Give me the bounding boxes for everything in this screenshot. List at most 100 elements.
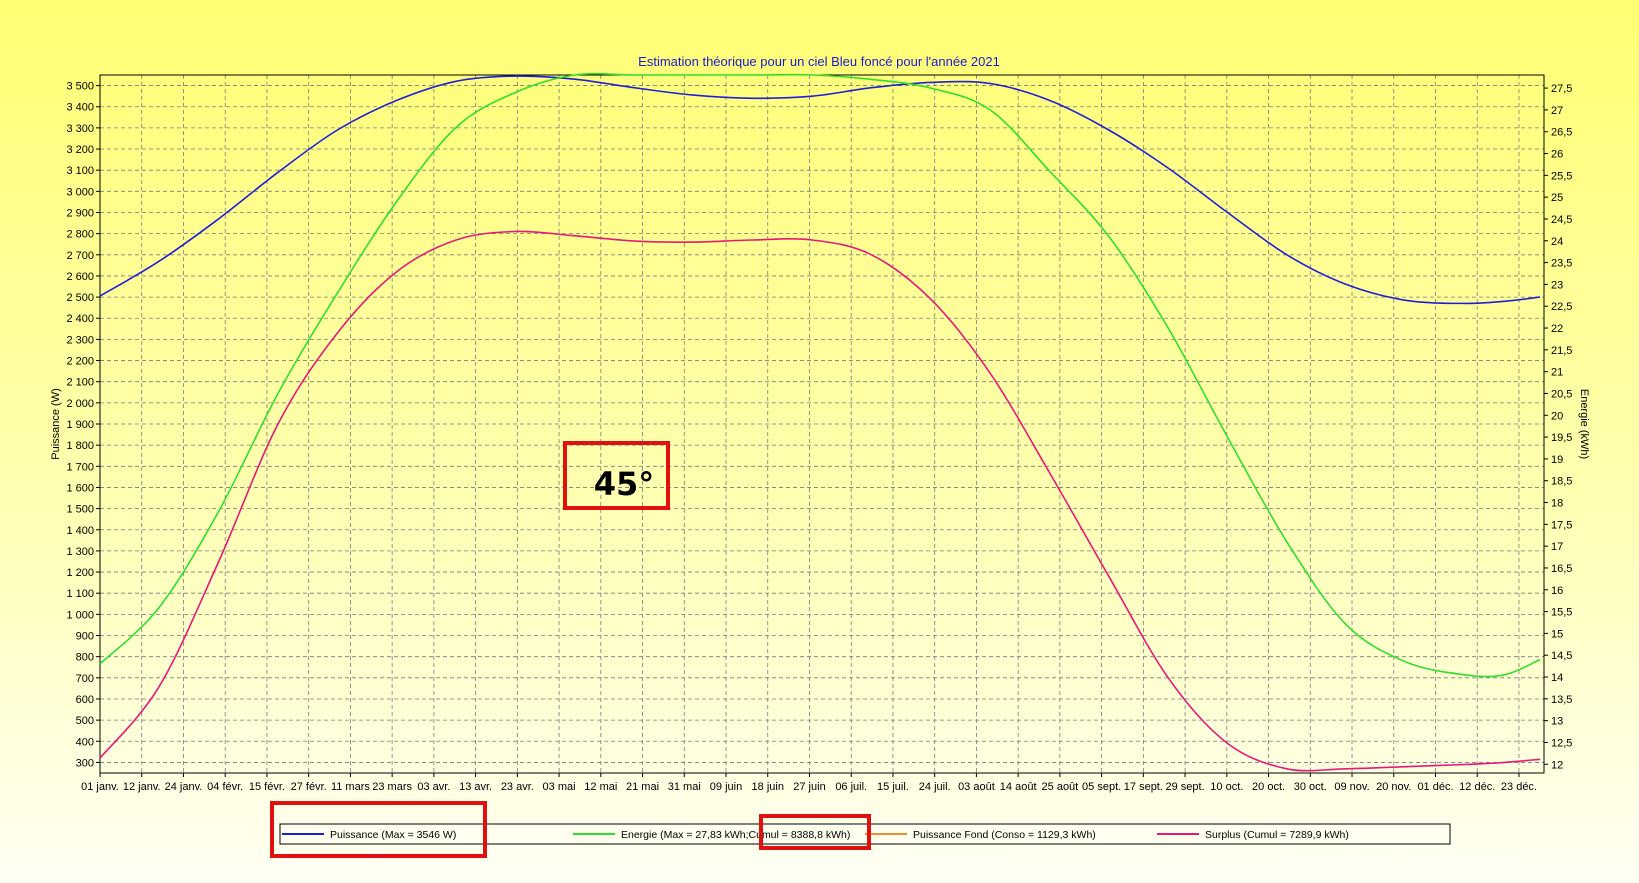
series-line-3 xyxy=(99,230,1541,772)
left-tick-label: 1 500 xyxy=(66,504,94,516)
x-tick-label: 15 févr. xyxy=(249,781,285,793)
x-tick-label: 01 janv. xyxy=(81,781,119,793)
left-tick-label: 3 500 xyxy=(66,81,94,93)
x-tick-label: 03 mai xyxy=(543,781,576,793)
right-tick-label: 16,5 xyxy=(1551,563,1572,575)
left-tick-label: 3 000 xyxy=(66,186,94,198)
left-tick-label: 2 800 xyxy=(66,229,94,241)
left-tick-label: 700 xyxy=(76,673,94,685)
x-tick-label: 30 oct. xyxy=(1294,781,1327,793)
legend-highlight-cumul xyxy=(759,814,871,850)
x-tick-label: 20 nov. xyxy=(1376,781,1411,793)
right-tick-label: 21,5 xyxy=(1551,345,1572,357)
right-tick-label: 23,5 xyxy=(1551,258,1572,270)
right-tick-label: 26 xyxy=(1551,149,1563,161)
left-tick-label: 1 600 xyxy=(66,482,94,494)
right-tick-label: 16 xyxy=(1551,585,1563,597)
right-tick-label: 22 xyxy=(1551,323,1563,335)
annotation-box xyxy=(563,441,670,510)
series-line-1 xyxy=(99,72,1541,678)
x-tick-label: 29 sept. xyxy=(1166,781,1205,793)
x-tick-label: 23 avr. xyxy=(501,781,534,793)
right-tick-label: 17,5 xyxy=(1551,519,1572,531)
right-tick-label: 21 xyxy=(1551,367,1563,379)
left-tick-label: 3 200 xyxy=(66,144,94,156)
left-tick-label: 1 800 xyxy=(66,440,94,452)
series-line-0 xyxy=(99,75,1541,305)
right-tick-label: 15,5 xyxy=(1551,607,1572,619)
annotation-text: 45° xyxy=(594,465,655,503)
right-tick-label: 27 xyxy=(1551,105,1563,117)
legend-label-3: Surplus (Cumul = 7289,9 kWh) xyxy=(1205,829,1349,841)
right-tick-label: 15 xyxy=(1551,628,1563,640)
x-tick-label: 09 nov. xyxy=(1334,781,1369,793)
left-axis-ticks: 3 500 3 400 3 300 3 200 3 100 3 000 2 900 2 800… xyxy=(66,81,100,769)
right-tick-label: 22,5 xyxy=(1551,301,1572,313)
x-tick-label: 27 févr. xyxy=(291,781,327,793)
right-tick-label: 23 xyxy=(1551,279,1563,291)
legend-label-0: Puissance (Max = 3546 W) xyxy=(330,829,456,841)
x-tick-label: 11 mars xyxy=(331,781,370,793)
right-tick-label: 14,5 xyxy=(1551,650,1572,662)
x-tick-label: 03 avr. xyxy=(417,781,450,793)
legend-label-1: Energie (Max = 27,83 kWh;Cumul = 8388,8 … xyxy=(621,829,850,841)
x-axis-ticks: 01 janv. 12 janv. 24 janv. 04 févr. 15 févr.… xyxy=(81,773,1537,793)
x-tick-label: 12 mai xyxy=(584,781,617,793)
right-tick-label: 25,5 xyxy=(1551,170,1572,182)
right-axis-ticks: 27,5 27 26,5 26 25,5 25 24,5 24 23,5 23 22,5 22 21,5… xyxy=(1544,83,1572,771)
x-tick-label: 03 août xyxy=(958,781,995,793)
right-tick-label: 17 xyxy=(1551,541,1563,553)
x-tick-label: 23 déc. xyxy=(1501,781,1537,793)
x-tick-label: 12 déc. xyxy=(1459,781,1495,793)
x-tick-label: 24 janv. xyxy=(165,781,203,793)
x-tick-label: 10 oct. xyxy=(1210,781,1243,793)
series-group xyxy=(99,72,1541,772)
right-tick-label: 24 xyxy=(1551,236,1563,248)
x-tick-label: 17 sept. xyxy=(1124,781,1163,793)
left-tick-label: 1 100 xyxy=(66,588,94,600)
x-tick-label: 06 juil. xyxy=(835,781,867,793)
x-tick-label: 15 juil. xyxy=(877,781,909,793)
legend: Puissance (Max = 3546 W) Energie (Max = 2… xyxy=(282,829,1349,841)
right-tick-label: 27,5 xyxy=(1551,83,1572,95)
x-tick-label: 13 avr. xyxy=(459,781,492,793)
left-tick-label: 1 900 xyxy=(66,419,94,431)
right-tick-label: 12,5 xyxy=(1551,737,1572,749)
right-tick-label: 24,5 xyxy=(1551,214,1572,226)
left-tick-label: 2 100 xyxy=(66,377,94,389)
left-tick-label: 800 xyxy=(76,652,94,664)
left-tick-label: 3 400 xyxy=(66,102,94,114)
right-tick-label: 18 xyxy=(1551,498,1563,510)
right-tick-label: 25 xyxy=(1551,192,1563,204)
left-tick-label: 2 600 xyxy=(66,271,94,283)
x-tick-label: 12 janv. xyxy=(123,781,161,793)
left-tick-label: 3 100 xyxy=(66,165,94,177)
right-tick-label: 20,5 xyxy=(1551,388,1572,400)
x-tick-label: 21 mai xyxy=(626,781,659,793)
x-tick-label: 23 mars xyxy=(372,781,412,793)
x-tick-label: 14 août xyxy=(1000,781,1037,793)
left-tick-label: 1 200 xyxy=(66,567,94,579)
right-tick-label: 20 xyxy=(1551,410,1563,422)
left-axis-label: Puissance (W) xyxy=(50,388,62,460)
x-tick-label: 09 juin xyxy=(710,781,742,793)
right-tick-label: 26,5 xyxy=(1551,127,1572,139)
left-tick-label: 300 xyxy=(76,757,94,769)
left-tick-label: 1 400 xyxy=(66,525,94,537)
right-tick-label: 18,5 xyxy=(1551,476,1572,488)
left-tick-label: 1 300 xyxy=(66,546,94,558)
right-tick-label: 14 xyxy=(1551,672,1563,684)
x-tick-label: 01 déc. xyxy=(1417,781,1453,793)
left-tick-label: 3 300 xyxy=(66,123,94,135)
right-tick-label: 12 xyxy=(1551,759,1563,771)
x-tick-label: 27 juin xyxy=(793,781,825,793)
x-tick-label: 05 sept. xyxy=(1082,781,1121,793)
left-tick-label: 2 000 xyxy=(66,398,94,410)
grid xyxy=(99,75,1544,773)
right-tick-label: 13,5 xyxy=(1551,694,1572,706)
x-tick-label: 04 févr. xyxy=(207,781,243,793)
left-tick-label: 2 200 xyxy=(66,356,94,368)
x-tick-label: 31 mai xyxy=(668,781,701,793)
left-tick-label: 500 xyxy=(76,715,94,727)
